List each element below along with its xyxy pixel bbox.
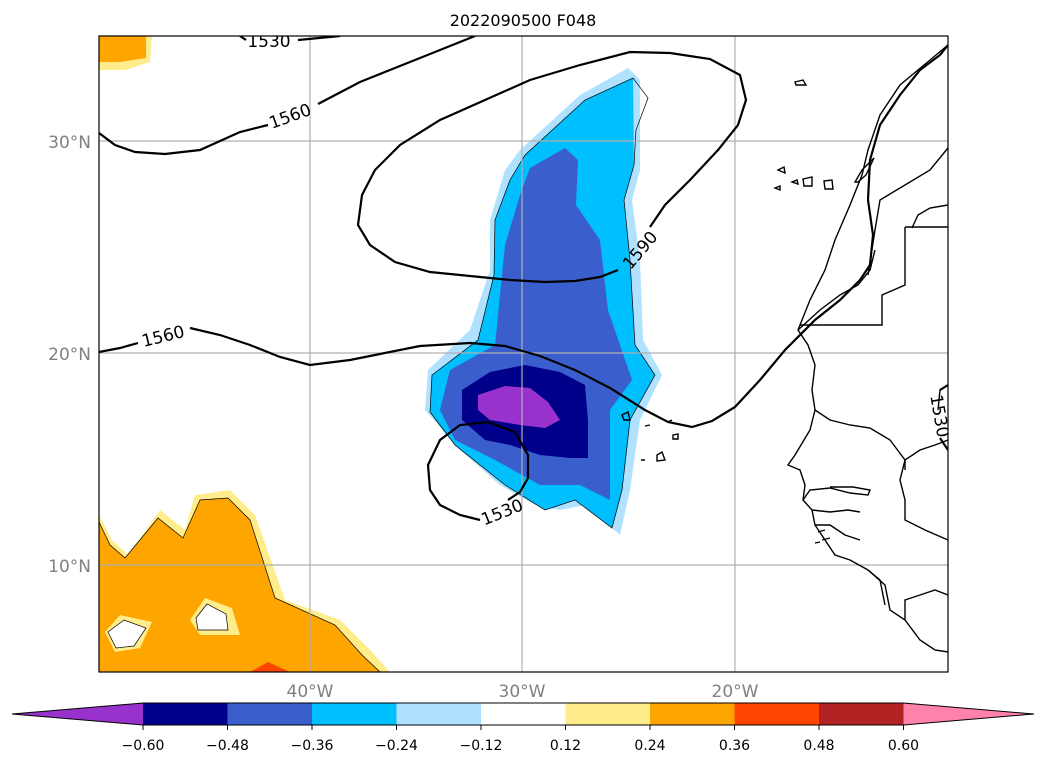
- colorbar-tick-label: −0.60: [122, 738, 165, 754]
- colorbar-segment: [227, 703, 313, 725]
- contour-label-1530-right: 1530: [925, 393, 952, 439]
- colorbar-segment: [396, 703, 482, 725]
- colorbar-tick-label: 0.12: [550, 738, 581, 754]
- colorbar-segment: [565, 703, 651, 725]
- map-frame: [98, 35, 949, 673]
- negative-anomaly-shading: [425, 68, 662, 535]
- colorbar-tick-label: −0.12: [460, 738, 503, 754]
- map-title: 2022090500 F048: [450, 11, 597, 30]
- colorbar-segment: [312, 703, 397, 725]
- lat-label-10n: 10°N: [48, 557, 91, 577]
- colorbar-tick-label: −0.36: [291, 738, 334, 754]
- colorbar-tick-label: −0.48: [206, 738, 249, 754]
- colorbar-extend-min: [12, 703, 143, 725]
- colorbar-segment: [734, 703, 820, 725]
- lon-label-30w: 30°W: [499, 682, 546, 702]
- lat-label-30n: 30°N: [48, 133, 91, 153]
- colorbar-segment: [819, 703, 904, 725]
- colorbar-tick-label: 0.24: [634, 738, 665, 754]
- colorbar-tick-label: 0.60: [888, 738, 919, 754]
- graticule: [99, 36, 948, 672]
- colorbar: −0.60 −0.48 −0.36 −0.24 −0.12 0.12 0.24 0.36 0.4…: [11, 702, 1035, 754]
- colorbar-segment: [481, 703, 566, 725]
- plot-area: 1530 1560 1560 1590 1530 1530: [99, 32, 952, 672]
- lat-label-20n: 20°N: [48, 345, 91, 365]
- height-contours: [99, 36, 948, 522]
- lon-label-20w: 20°W: [712, 682, 759, 702]
- colorbar-extend-max: [903, 703, 1034, 725]
- colorbar-tick-label: 0.48: [803, 738, 834, 754]
- contour-label-1530-top: 1530: [247, 32, 290, 52]
- colorbar-segment: [143, 703, 228, 725]
- colorbar-tick-label: 0.36: [719, 738, 750, 754]
- colorbar-tick-label: −0.24: [375, 738, 418, 754]
- lon-label-40w: 40°W: [287, 682, 334, 702]
- colorbar-segment: [650, 703, 735, 725]
